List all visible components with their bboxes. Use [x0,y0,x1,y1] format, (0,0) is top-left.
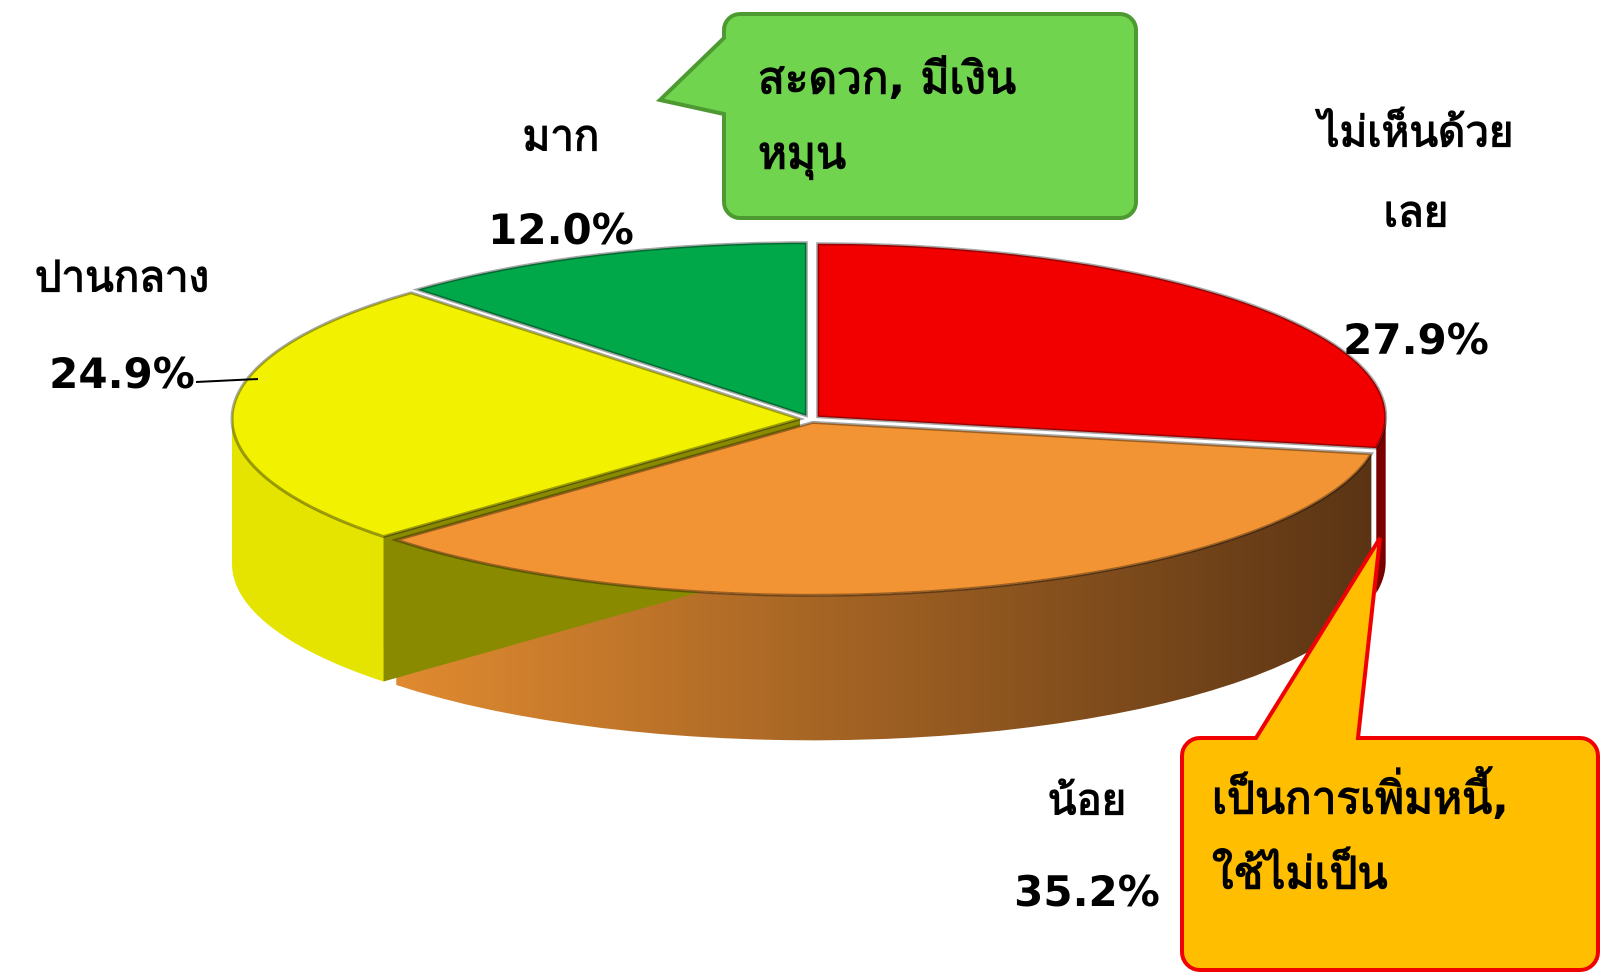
slice-side [396,453,1372,741]
annotation: สะดวก, มีเงิน หมุน [758,53,1017,179]
slice [412,241,808,418]
slice-side [232,418,384,682]
category-label: ปานกลาง [34,252,210,301]
slice [816,242,1388,450]
value-label: 27.9% [1343,315,1489,364]
annotation: เป็นการเพิ่มหนี้, ใช้ไม่เป็น [1212,773,1509,899]
callout-orange [1180,536,1600,972]
category-label: มาก [522,111,600,160]
value-label: 24.9% [49,349,195,398]
category-label: น้อย [1047,775,1127,824]
callout-green [655,12,1138,220]
value-label: 35.2% [1014,867,1160,916]
value-label: 12.0% [488,205,634,254]
slice [230,291,806,539]
slice [391,420,1375,597]
category-label: ไม่เห็นด้วย เลย [1318,107,1514,236]
pie-tops [230,241,1388,597]
leader-line [195,378,259,383]
